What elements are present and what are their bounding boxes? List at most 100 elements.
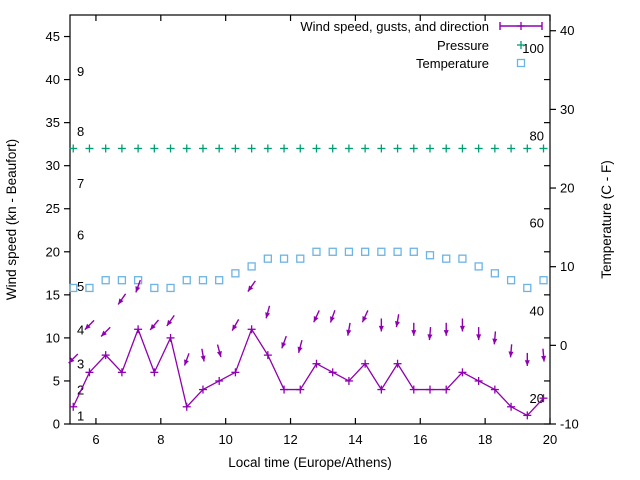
wind-speed-marker (69, 402, 78, 411)
pressure-marker (539, 144, 548, 153)
temperature-marker (393, 247, 402, 256)
fahrenheit-label: 100 (522, 41, 544, 56)
temperature-marker (442, 254, 451, 263)
temperature-marker (133, 276, 143, 285)
temperature-marker (279, 254, 289, 263)
wind-speed-marker (101, 351, 110, 360)
wind-direction-arrow (216, 344, 222, 358)
pressure-marker (458, 144, 467, 153)
pressure-marker (426, 144, 434, 153)
wind-speed-marker (426, 385, 434, 394)
wind-speed-marker (182, 402, 191, 411)
temperature-marker (117, 276, 127, 285)
legend-label-1: Wind speed, gusts, and direction (300, 19, 489, 34)
pressure-marker (490, 144, 499, 153)
pressure-marker (263, 144, 272, 153)
temperature-marker (150, 283, 159, 293)
wind-speed-marker (344, 376, 353, 385)
temperature-marker (182, 276, 191, 285)
pressure-marker (117, 144, 126, 153)
y-tick-label: 45 (46, 29, 60, 44)
temperature-marker (425, 251, 435, 260)
plot-border (69, 14, 551, 425)
wind-direction-arrow (247, 280, 256, 292)
wind-direction-arrow (297, 340, 303, 353)
wind-direction-arrow (427, 327, 433, 341)
legend-label-3: Temperature (416, 56, 489, 71)
temperature-marker (523, 283, 532, 293)
wind-direction-arrow (508, 344, 514, 358)
pressure-marker (507, 144, 516, 153)
wind-speed-marker (117, 368, 126, 377)
temperature-marker (231, 269, 240, 278)
wind-direction-arrow (313, 310, 320, 323)
beaufort-label: 8 (77, 124, 84, 139)
wind-speed-marker (198, 385, 207, 394)
wind-direction-arrow (459, 318, 465, 332)
y2-tick-label: 0 (560, 338, 567, 353)
legend-sample-temperature (516, 58, 526, 68)
wind-direction-arrow (68, 353, 79, 364)
x-axis-title: Local time (Europe/Athens) (228, 455, 392, 470)
beaufort-label: 6 (77, 228, 84, 243)
temperature-marker (328, 247, 337, 256)
wind-speed-marker (247, 325, 256, 334)
y-tick-label: 25 (46, 201, 60, 216)
temperature-marker (69, 283, 78, 293)
pressure-marker (101, 144, 110, 153)
y-tick-label: 5 (53, 373, 60, 388)
y-tick-label: 0 (53, 417, 60, 432)
wind-direction-arrow (492, 331, 498, 345)
x-tick-label: 12 (283, 432, 297, 447)
wind-direction-arrow (183, 353, 190, 366)
temperature-marker (101, 276, 110, 285)
x-tick-label: 8 (157, 432, 164, 447)
temperature-marker (263, 254, 272, 263)
x-tick-label: 18 (478, 432, 492, 447)
y-tick-label: 30 (46, 158, 60, 173)
wind-direction-arrow (476, 327, 482, 341)
pressure-marker (231, 144, 240, 153)
temperature-marker (198, 276, 208, 285)
wind-speed-marker (166, 333, 175, 342)
wind-direction-arrow (411, 322, 417, 336)
wind-speed-marker (458, 368, 467, 377)
pressure-marker (150, 144, 159, 153)
wind-speed-marker (134, 325, 143, 334)
fahrenheit-label: 40 (530, 304, 544, 319)
wind-direction-arrow (166, 314, 175, 327)
legend-sample-pressure (517, 41, 525, 49)
temperature-marker (360, 247, 370, 256)
temperature-marker (344, 247, 354, 256)
temperature-marker (312, 247, 321, 256)
y-tick-label: 40 (46, 72, 60, 87)
wind-direction-arrow (265, 305, 271, 319)
beaufort-label: 5 (77, 279, 84, 294)
pressure-marker (215, 144, 224, 153)
temperature-marker (247, 262, 256, 271)
wind-speed-marker (231, 368, 240, 377)
temperature-marker (539, 276, 548, 285)
wind-speed-marker (409, 385, 418, 394)
wind-speed-marker (474, 376, 483, 385)
temperature-marker (506, 276, 516, 285)
y2-tick-label: 20 (560, 181, 574, 196)
legend-sample-plus (517, 22, 525, 30)
wind-direction-arrow (84, 319, 95, 331)
pressure-marker (442, 144, 451, 153)
wind-direction-arrow (541, 348, 547, 362)
y-tick-label: 10 (46, 330, 60, 345)
pressure-marker (312, 144, 321, 153)
fahrenheit-label: 60 (530, 216, 544, 231)
pressure-marker (247, 144, 256, 153)
legend-label-2: Pressure (437, 38, 489, 53)
wind-direction-arrow (443, 322, 449, 336)
temperature-marker (377, 247, 386, 256)
wind-direction-arrow (231, 319, 240, 331)
wind-direction-arrow (361, 310, 369, 323)
beaufort-label: 1 (77, 408, 84, 423)
y2-axis-title: Temperature (C - F) (599, 160, 614, 279)
wind-direction-arrow (281, 335, 287, 349)
